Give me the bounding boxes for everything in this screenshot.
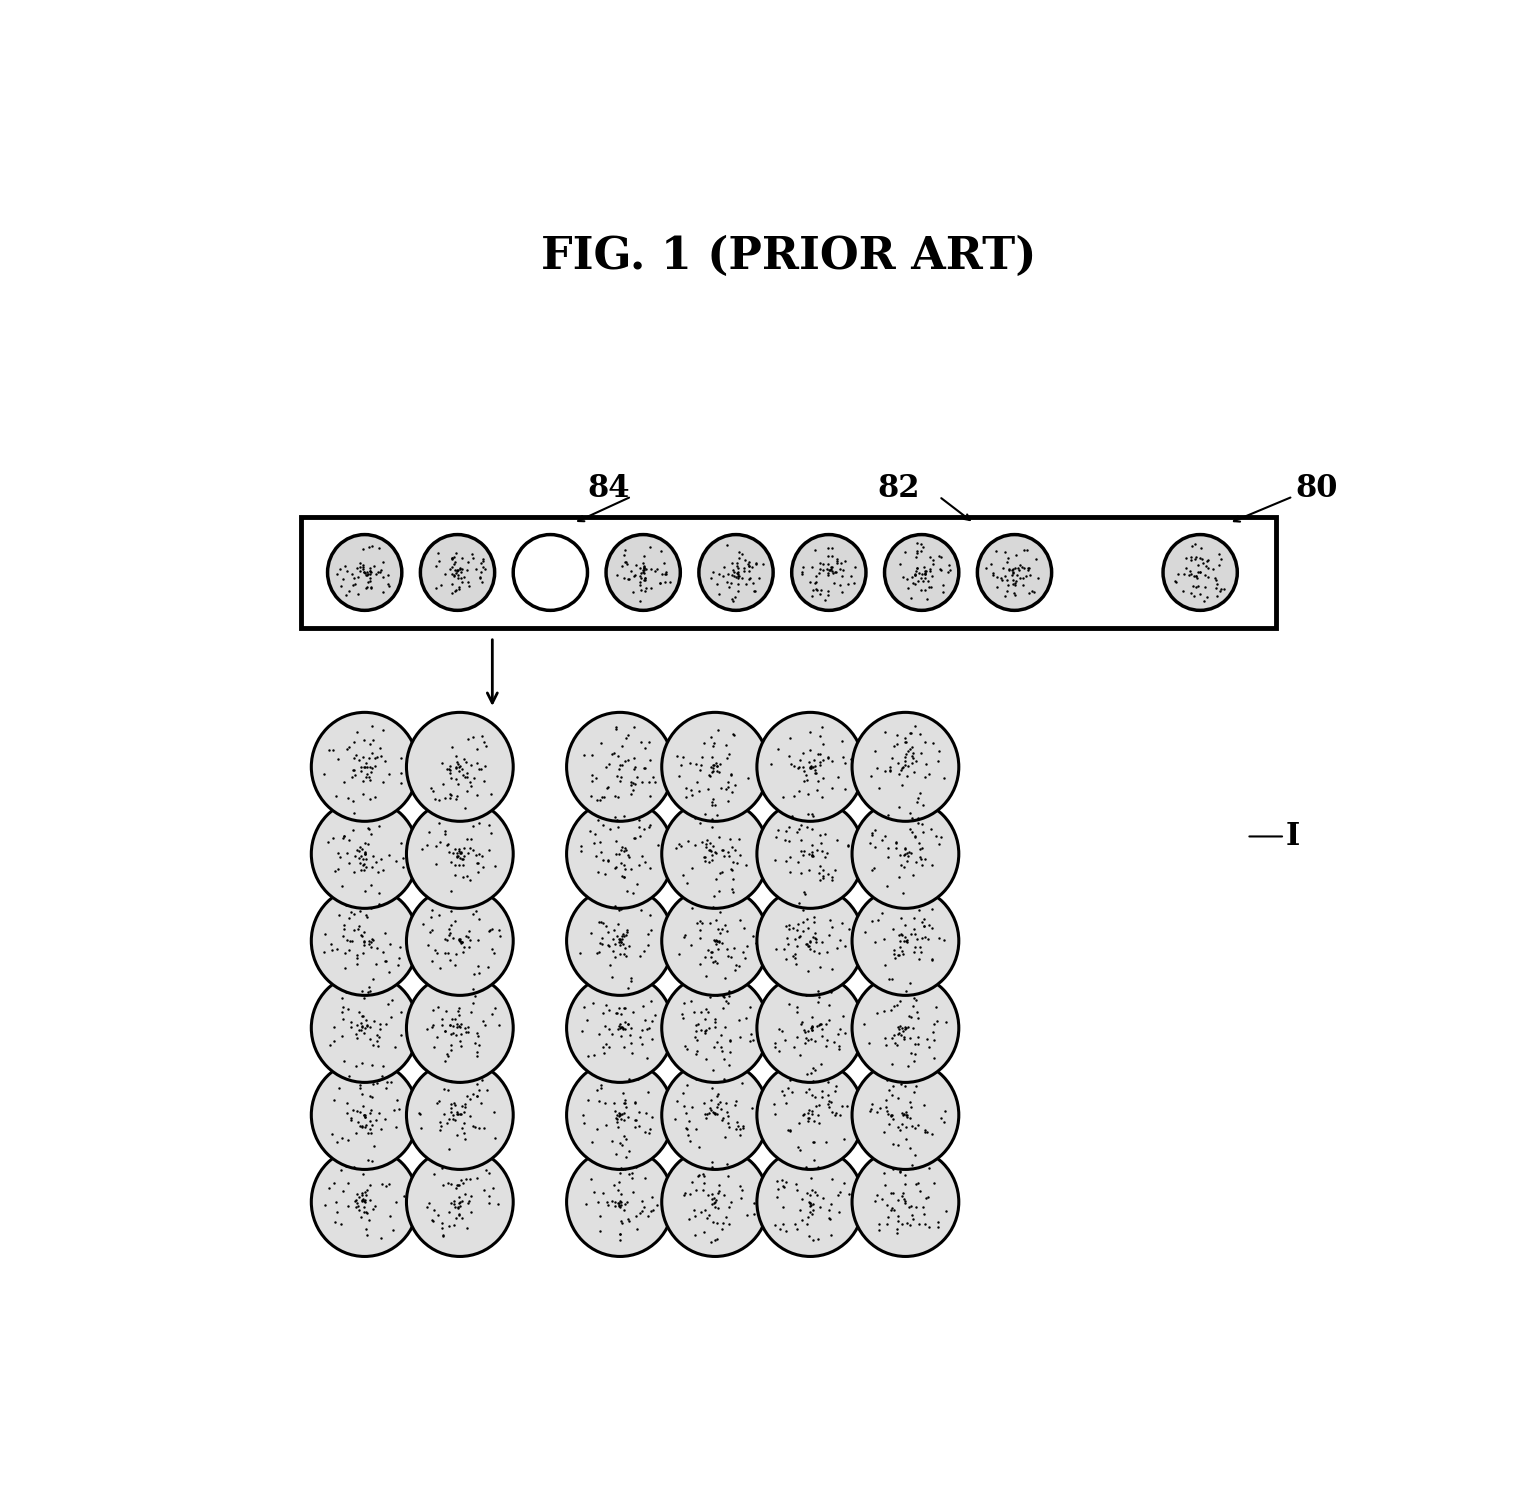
Ellipse shape [852,1147,958,1257]
Ellipse shape [311,974,418,1082]
Ellipse shape [566,886,674,995]
Ellipse shape [757,886,864,995]
Text: 82: 82 [877,473,920,503]
Ellipse shape [406,974,514,1082]
Ellipse shape [661,713,769,821]
Ellipse shape [606,535,680,610]
Ellipse shape [977,535,1052,610]
Ellipse shape [884,535,958,610]
Text: 80: 80 [1295,473,1338,503]
Ellipse shape [852,799,958,909]
Ellipse shape [757,799,864,909]
Ellipse shape [757,974,864,1082]
Ellipse shape [566,1147,674,1257]
Text: FIG. 1 (PRIOR ART): FIG. 1 (PRIOR ART) [540,235,1037,277]
Ellipse shape [311,713,418,821]
Ellipse shape [566,713,674,821]
Ellipse shape [698,535,774,610]
Ellipse shape [661,1061,769,1169]
Ellipse shape [406,886,514,995]
Bar [301,517,1275,627]
Ellipse shape [757,1061,864,1169]
Ellipse shape [757,1147,864,1257]
Ellipse shape [420,535,495,610]
Ellipse shape [514,535,588,610]
Ellipse shape [1163,535,1237,610]
Ellipse shape [852,713,958,821]
Ellipse shape [406,713,514,821]
Ellipse shape [311,799,418,909]
Ellipse shape [406,1147,514,1257]
Ellipse shape [311,1061,418,1169]
Ellipse shape [792,535,866,610]
Text: 84: 84 [588,473,629,503]
Ellipse shape [661,974,769,1082]
Ellipse shape [852,1061,958,1169]
Ellipse shape [328,535,401,610]
Ellipse shape [311,886,418,995]
Ellipse shape [566,974,674,1082]
Ellipse shape [661,1147,769,1257]
Ellipse shape [852,974,958,1082]
Text: I: I [1286,821,1300,851]
Ellipse shape [757,713,864,821]
Ellipse shape [661,799,769,909]
Ellipse shape [311,1147,418,1257]
Ellipse shape [406,1061,514,1169]
Ellipse shape [852,886,958,995]
Ellipse shape [566,799,674,909]
Ellipse shape [406,799,514,909]
Ellipse shape [661,886,769,995]
Ellipse shape [566,1061,674,1169]
